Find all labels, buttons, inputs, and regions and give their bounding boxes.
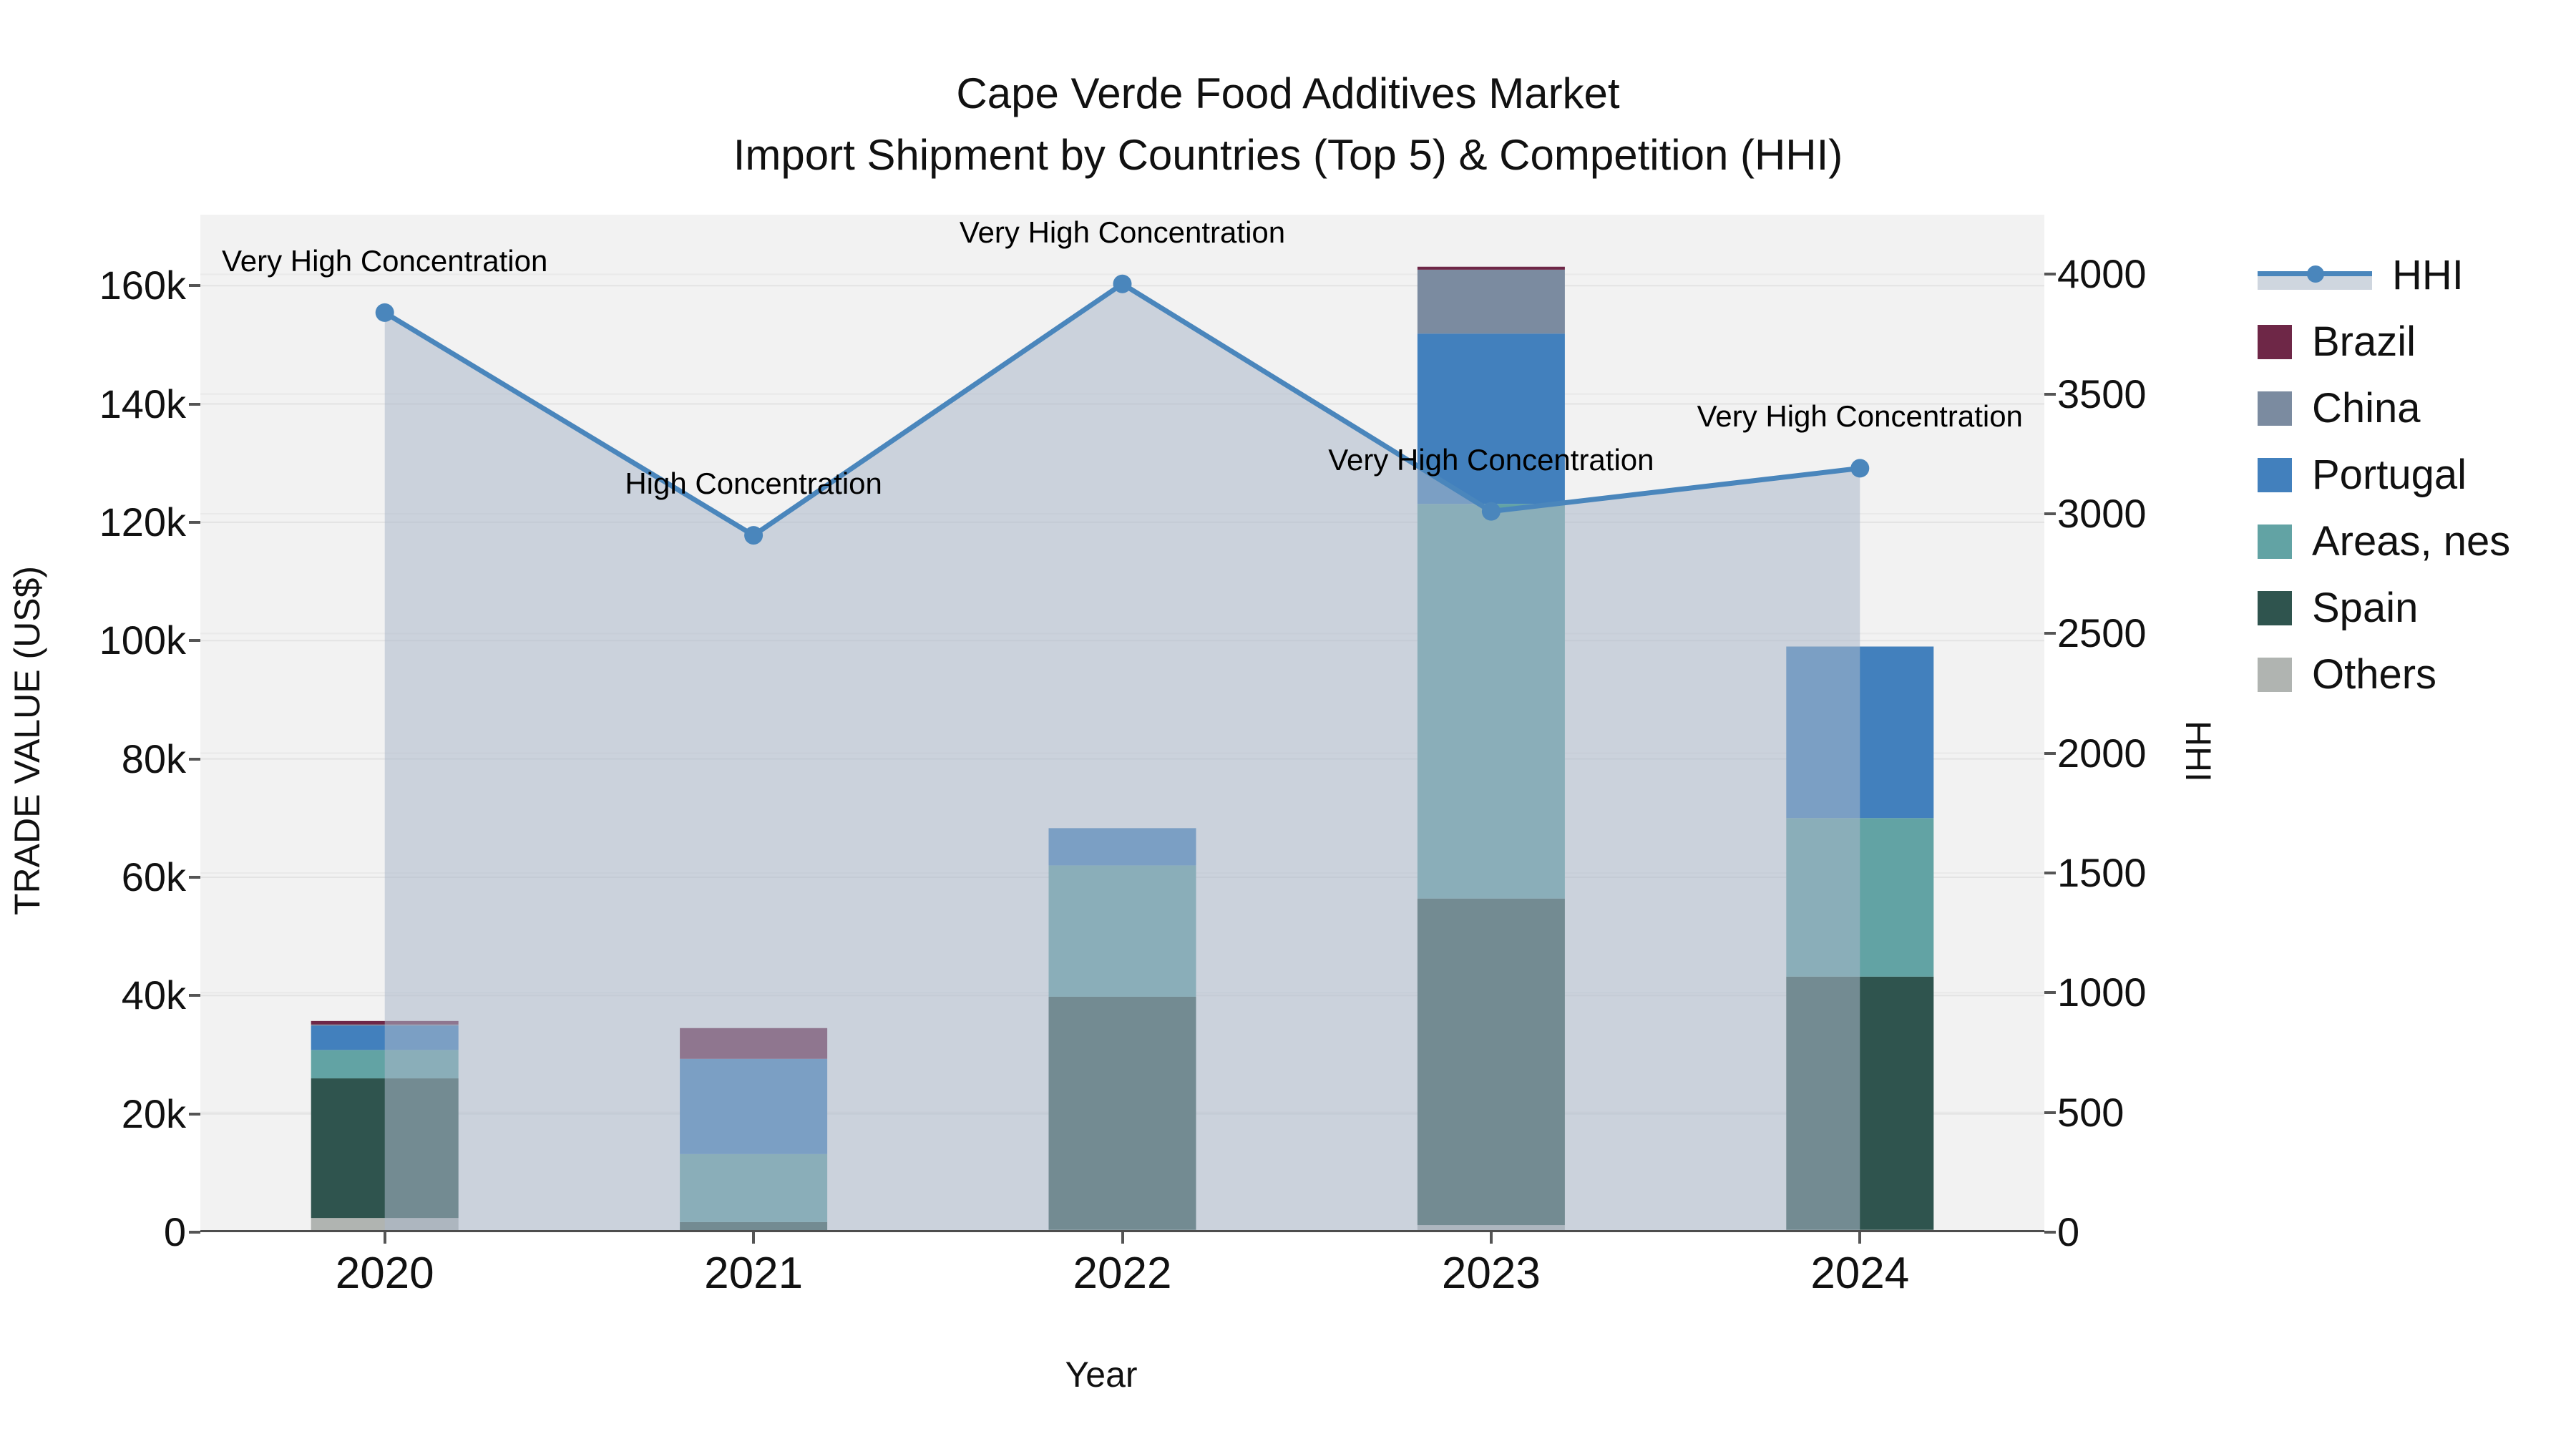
legend-color-swatch: [2258, 657, 2292, 692]
y-right-tickmark: [2044, 632, 2056, 635]
y-left-tickmark: [189, 875, 200, 879]
x-tick-label: 2023: [1441, 1249, 1541, 1298]
y-right-tick-label: 500: [2057, 1089, 2124, 1135]
hhi-annotation: Very High Concentration: [1697, 399, 2023, 434]
hhi-annotation: Very High Concentration: [222, 243, 548, 278]
legend-label: China: [2312, 385, 2421, 431]
y-right-tickmark: [2044, 1231, 2056, 1234]
legend-color-swatch: [2258, 590, 2292, 625]
y-left-tickmark: [189, 1231, 200, 1234]
x-tickmark: [1489, 1232, 1493, 1244]
legend-item-brazil: Brazil: [2258, 308, 2510, 375]
chart-title-line1: Cape Verde Food Additives Market: [956, 69, 1620, 117]
legend-label: Areas, nes: [2312, 518, 2511, 565]
legend-hhi-swatch: [2258, 258, 2372, 293]
legend-item-spain: Spain: [2258, 575, 2510, 641]
plot-canvas: [200, 266, 2044, 1232]
y-left-tick-label: 20k: [121, 1091, 186, 1136]
y-left-tick-label: 100k: [99, 618, 186, 663]
y-left-tick-label: 120k: [99, 499, 186, 545]
x-tick-label: 2022: [1073, 1249, 1172, 1298]
y-left-tick-label: 140k: [99, 381, 186, 426]
y-left-tick-label: 0: [163, 1209, 186, 1254]
hhi-marker-2020: [375, 303, 394, 322]
y-left-tickmark: [189, 994, 200, 997]
y-left-tickmark: [189, 757, 200, 761]
hhi-marker-2021: [744, 526, 763, 545]
y-left-tickmark: [189, 1112, 200, 1116]
y-right-tick-label: 1500: [2057, 849, 2147, 895]
hhi-annotation: Very High Concentration: [959, 215, 1286, 249]
legend: HHI Brazil China Portugal Areas, nes Spain Oth…: [2258, 242, 2510, 708]
y-right-tickmark: [2044, 991, 2056, 995]
legend-label: Spain: [2312, 585, 2419, 631]
legend-item-areas-nes: Areas, nes: [2258, 508, 2510, 575]
x-tickmark: [383, 1232, 386, 1244]
y-left-tickmark: [189, 520, 200, 524]
y-left-tick-label: 160k: [99, 263, 186, 308]
y-left-tickmark: [189, 284, 200, 288]
hhi-area-fill: [384, 283, 1860, 1232]
y-axis-title-right: HHI: [2178, 720, 2218, 783]
y-right-tickmark: [2044, 871, 2056, 874]
hhi-annotation: Very High Concentration: [1328, 442, 1654, 477]
x-tickmark: [752, 1232, 756, 1244]
hhi-annotation: High Concentration: [625, 467, 882, 501]
legend-color-swatch: [2258, 457, 2292, 492]
legend-item-china: China: [2258, 375, 2510, 441]
bar-segment-2023-brazil: [1417, 266, 1565, 270]
y-right-tick-label: 3000: [2057, 490, 2147, 536]
legend-label: Others: [2312, 651, 2437, 698]
y-right-tickmark: [2044, 1111, 2056, 1114]
hhi-marker-2023: [1481, 502, 1501, 521]
y-left-tickmark: [189, 402, 200, 406]
y-right-tick-label: 4000: [2057, 251, 2147, 297]
x-axis-title: Year: [1065, 1355, 1138, 1395]
legend-item-portugal: Portugal: [2258, 441, 2510, 508]
legend-color-swatch: [2258, 324, 2292, 359]
x-tickmark: [1121, 1232, 1124, 1244]
x-tick-label: 2021: [704, 1249, 804, 1298]
chart-title-line2: Import Shipment by Countries (Top 5) & C…: [733, 131, 1843, 179]
y-left-tick-label: 40k: [121, 972, 186, 1018]
y-right-tick-label: 0: [2057, 1209, 2080, 1254]
hhi-marker-2024: [1850, 459, 1870, 478]
y-left-tickmark: [189, 639, 200, 643]
y-right-tick-label: 1000: [2057, 970, 2147, 1015]
x-tick-label: 2020: [335, 1249, 434, 1298]
y-right-tick-label: 2000: [2057, 730, 2147, 776]
y-right-tick-label: 3500: [2057, 371, 2147, 416]
legend-color-swatch: [2258, 391, 2292, 426]
x-tickmark: [1858, 1232, 1862, 1244]
legend-label: Portugal: [2312, 452, 2467, 498]
hhi-marker-2022: [1113, 274, 1132, 293]
y-right-tickmark: [2044, 273, 2056, 276]
bar-segment-2023-china: [1417, 269, 1565, 334]
legend-color-swatch: [2258, 524, 2292, 559]
legend-item-hhi: HHI: [2258, 242, 2510, 308]
y-left-tick-label: 60k: [121, 854, 186, 899]
y-right-tickmark: [2044, 392, 2056, 396]
legend-item-others: Others: [2258, 641, 2510, 708]
x-tick-label: 2024: [1810, 1249, 1910, 1298]
y-right-tickmark: [2044, 751, 2056, 755]
y-right-tickmark: [2044, 512, 2056, 515]
hhi-marker-swatch: [2307, 265, 2324, 283]
y-right-tick-label: 2500: [2057, 610, 2147, 656]
legend-label: Brazil: [2312, 318, 2416, 365]
y-axis-title-left: TRADE VALUE (US$): [7, 565, 47, 916]
bar-segment-2023-portugal: [1417, 333, 1565, 504]
chart-title: Cape Verde Food Additives Market Import …: [0, 63, 2576, 186]
legend-label: HHI: [2392, 252, 2464, 298]
y-left-tick-label: 80k: [121, 736, 186, 781]
